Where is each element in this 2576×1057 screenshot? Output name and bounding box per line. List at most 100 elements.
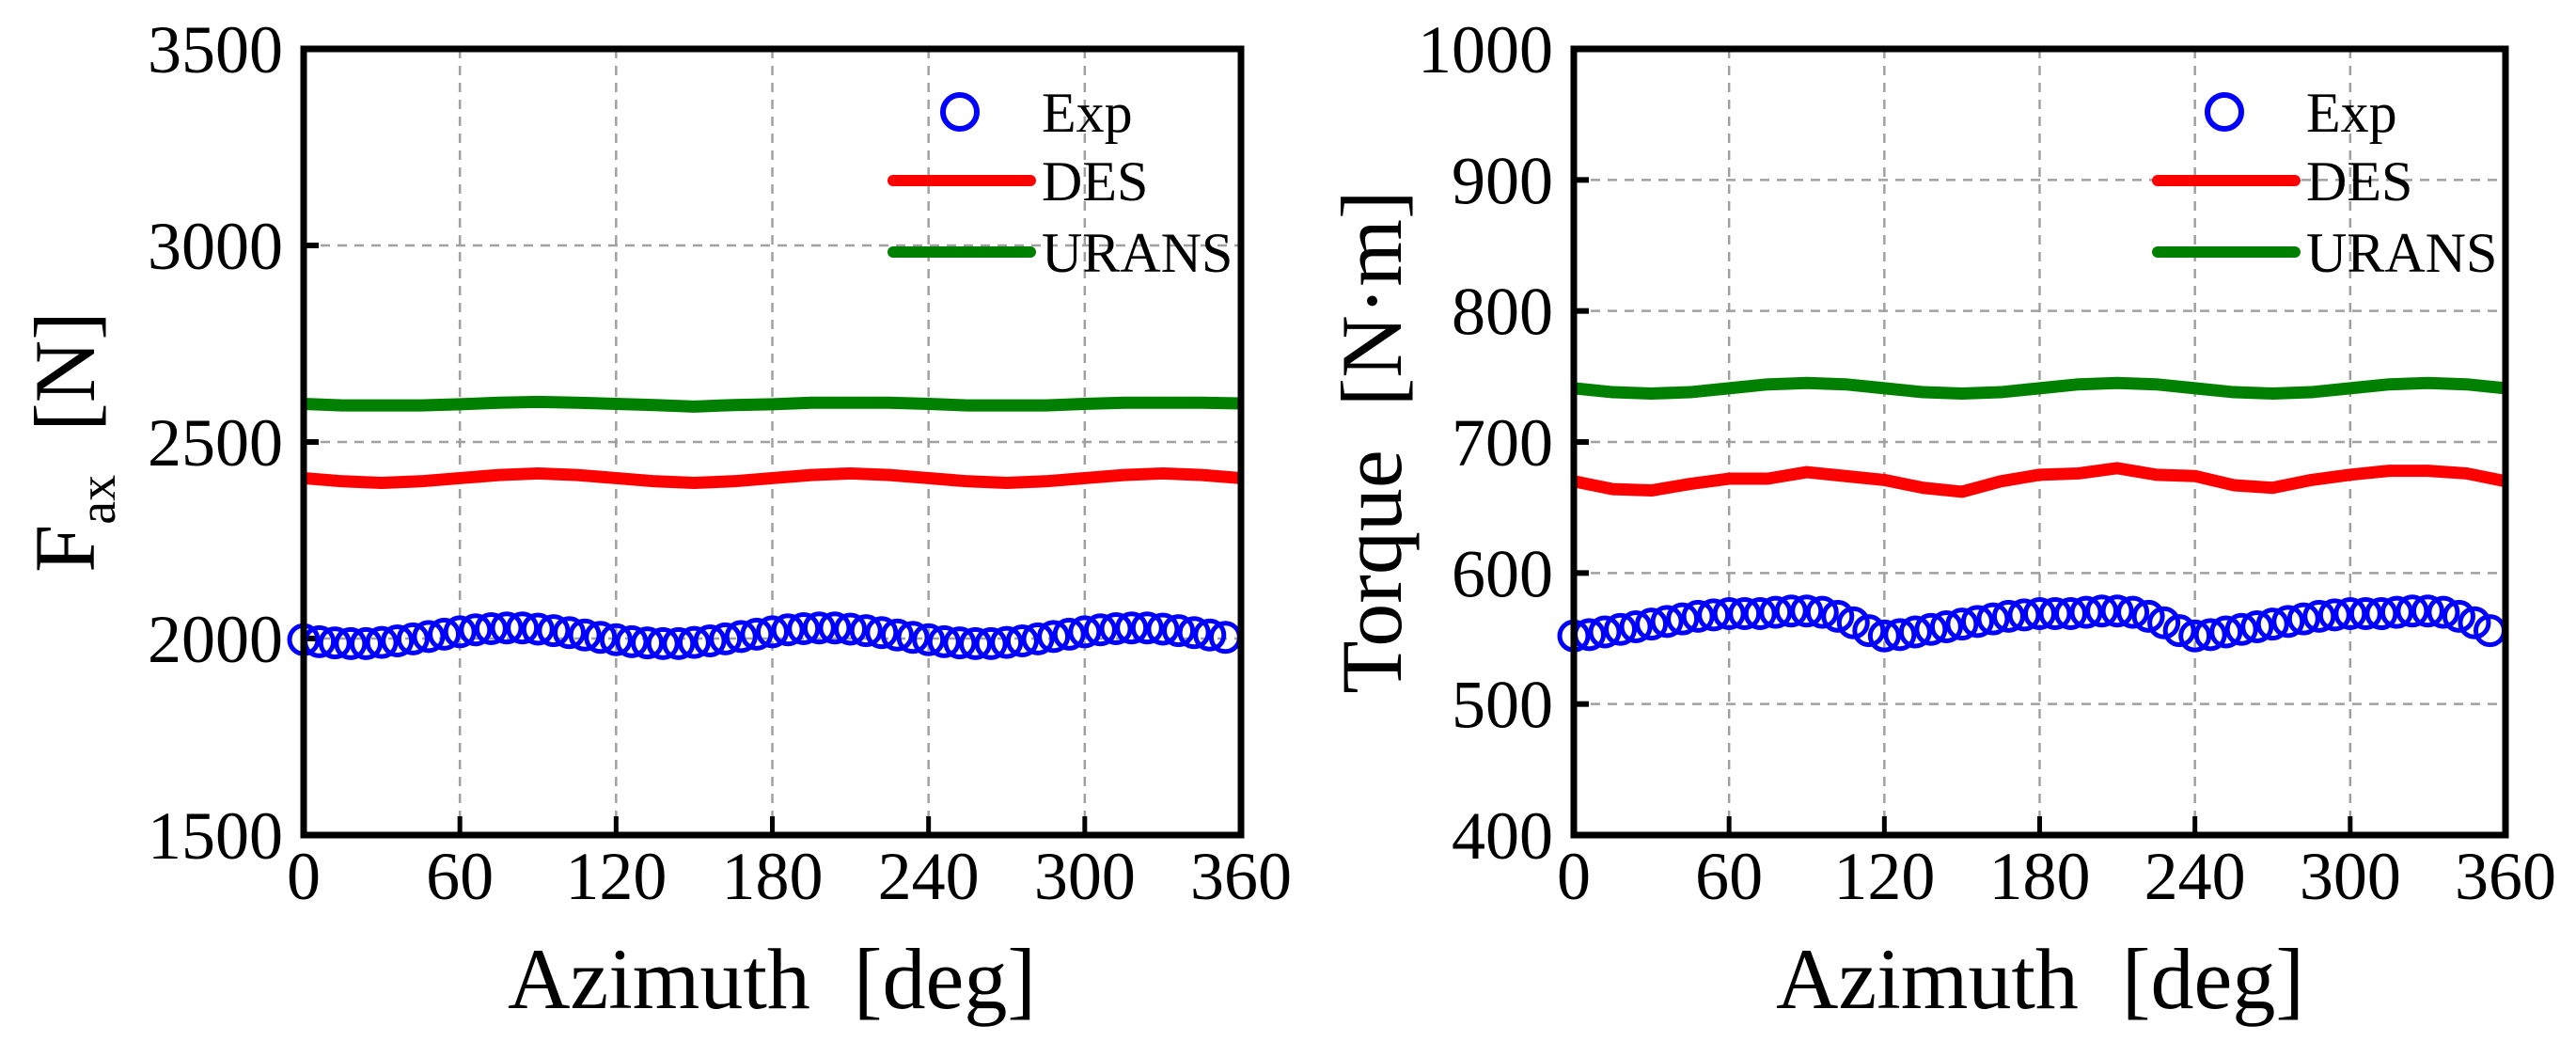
series-exp-marker xyxy=(1883,618,1917,652)
x-tick-label: 240 xyxy=(878,839,980,914)
series-exp-marker xyxy=(2131,599,2165,633)
y-tick-label: 1000 xyxy=(1418,12,1553,87)
y-tick-label: 700 xyxy=(1452,405,1553,481)
series-exp-marker xyxy=(709,622,743,655)
x-tick-label: 360 xyxy=(1190,839,1292,914)
series-exp-marker xyxy=(1619,609,1653,643)
legend-marker-exp xyxy=(940,92,980,132)
y-tick-label: 900 xyxy=(1452,143,1553,218)
series-exp-marker xyxy=(2038,597,2072,631)
x-tick-label: 120 xyxy=(565,839,667,914)
series-exp-marker xyxy=(1712,597,1746,631)
x-tick-label: 180 xyxy=(722,839,824,914)
x-tick-label: 240 xyxy=(2144,839,2246,914)
series-exp-marker xyxy=(912,623,946,656)
series-urans-line xyxy=(303,395,1242,413)
series-exp-marker xyxy=(1083,613,1117,647)
series-exp-marker xyxy=(428,617,462,651)
series-exp-marker xyxy=(334,626,368,660)
legend-label: Exp xyxy=(2306,82,2397,144)
series-exp-marker xyxy=(2286,602,2320,636)
series-exp-marker xyxy=(1099,612,1133,646)
series-exp-marker xyxy=(2458,606,2491,639)
series-exp-marker xyxy=(2333,597,2367,631)
x-tick-label: 300 xyxy=(2300,839,2401,914)
y-tick-label: 3500 xyxy=(148,12,283,87)
series-exp-marker xyxy=(412,620,446,654)
series-exp-marker xyxy=(1852,614,1886,648)
series-exp-marker xyxy=(802,611,836,645)
series-exp-marker xyxy=(1052,617,1086,651)
fax-chart: Fax [N] Azimuth [deg] 0 60 120 180 240 300 360… xyxy=(17,12,1292,1027)
series-exp-marker xyxy=(2162,614,2196,648)
series-exp-marker xyxy=(1650,605,1684,639)
series-exp-marker xyxy=(1162,614,1196,648)
series-exp-marker xyxy=(1115,611,1149,645)
y-tick-label: 400 xyxy=(1452,798,1553,874)
series-exp-marker xyxy=(1666,602,1700,636)
series-exp-marker xyxy=(724,620,758,654)
series-exp-marker xyxy=(865,616,899,650)
y-tick-label: 2000 xyxy=(148,602,283,677)
series-exp-marker xyxy=(1790,594,1824,628)
series-exp-marker xyxy=(787,612,821,646)
series-exp-marker xyxy=(1821,599,1855,633)
series-exp-marker xyxy=(880,618,914,652)
series-exp-marker xyxy=(1037,620,1071,654)
series-exp-marker xyxy=(1867,619,1901,653)
series-exp-marker xyxy=(1914,612,1948,646)
series-exp-marker xyxy=(537,614,571,648)
series-exp-marker xyxy=(365,625,399,659)
x-tick-label: 0 xyxy=(287,839,321,914)
series-exp-marker xyxy=(1681,599,1715,633)
plot-frame xyxy=(300,45,1245,839)
series-exp-marker xyxy=(1146,612,1180,646)
series-exp-marker xyxy=(443,615,477,649)
series-exp-marker xyxy=(1130,611,1164,645)
series-exp-marker xyxy=(1728,597,1762,631)
series-exp-marker xyxy=(1005,624,1039,658)
series-exp-marker xyxy=(631,626,665,660)
series-exp-marker xyxy=(959,626,993,660)
series-exp-marker xyxy=(1635,607,1669,641)
series-exp-marker xyxy=(2317,598,2351,632)
series-exp-marker xyxy=(1898,615,1932,649)
series-exp-marker xyxy=(2427,595,2460,629)
series-exp-marker xyxy=(2054,597,2088,631)
x-tick-label: 360 xyxy=(2455,839,2556,914)
series-exp-marker xyxy=(490,611,524,645)
series-exp-marker xyxy=(2147,606,2181,639)
series-exp-marker xyxy=(2085,594,2119,628)
series-exp-marker xyxy=(2380,595,2413,629)
series-exp-marker xyxy=(381,624,415,658)
series-exp-marker xyxy=(2023,597,2056,631)
series-exp-marker xyxy=(1604,612,1638,646)
series-exp-marker xyxy=(1929,609,1963,643)
series-exp-marker xyxy=(2442,599,2475,633)
series-exp-marker xyxy=(740,617,774,651)
series-exp-marker xyxy=(2007,598,2041,632)
series-exp-marker xyxy=(1976,602,2010,636)
series-exp-marker xyxy=(927,624,961,658)
series-exp-marker xyxy=(552,616,586,650)
series-urans-line xyxy=(1573,376,2506,400)
series-exp-marker xyxy=(1805,595,1839,629)
x-tick-label: 60 xyxy=(426,839,494,914)
series-exp-marker xyxy=(396,622,430,655)
series-exp-marker xyxy=(2255,607,2289,641)
series-exp-marker xyxy=(1697,598,1731,632)
x-tick-label: 120 xyxy=(1833,839,1935,914)
series-exp-marker xyxy=(1193,618,1227,652)
legend-label: URANS xyxy=(1042,222,1233,284)
series-exp-marker xyxy=(568,618,602,652)
series-exp-marker xyxy=(1836,606,1870,639)
series-exp-marker xyxy=(2193,618,2227,652)
series-exp-marker xyxy=(1068,615,1102,649)
plot-frame xyxy=(1570,45,2509,839)
series-exp-marker xyxy=(943,626,977,660)
series-exp-marker xyxy=(474,612,508,646)
series-exp-marker xyxy=(506,611,540,645)
series-exp-marker xyxy=(646,626,680,660)
